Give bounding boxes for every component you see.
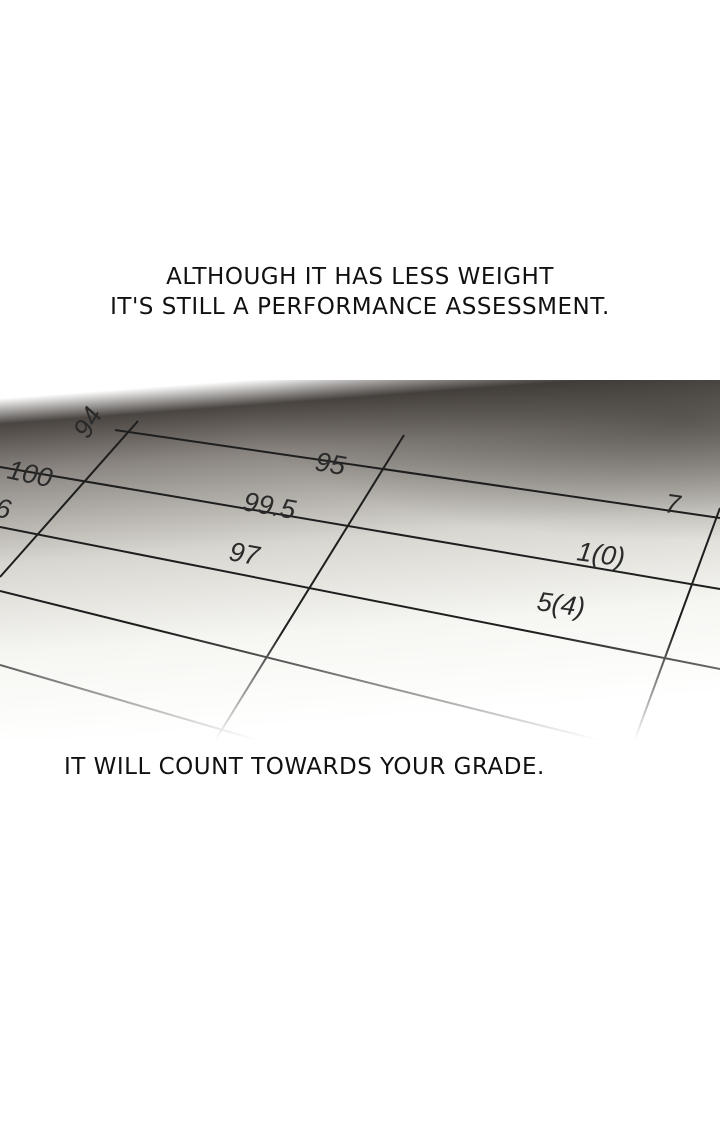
caption-line-1: ALTHOUGH IT HAS LESS WEIGHT — [166, 264, 554, 290]
caption-line-2: IT'S STILL A PERFORMANCE ASSESSMENT. — [110, 294, 610, 320]
grade-sheet-panel: 94 100 6 95 99.5 97 7 1(0) 5(4) — [0, 380, 720, 740]
table-grid-lines — [0, 420, 720, 740]
caption-top: ALTHOUGH IT HAS LESS WEIGHT IT'S STILL A… — [0, 262, 720, 322]
caption-bottom: IT WILL COUNT TOWARDS YOUR GRADE. — [64, 754, 545, 780]
cell-value: 5(4) — [535, 586, 587, 622]
cell-value: 1(0) — [575, 536, 627, 572]
cell-value: 97 — [227, 536, 263, 571]
cell-value: 95 — [313, 446, 349, 481]
cell-value: 7 — [663, 488, 683, 520]
